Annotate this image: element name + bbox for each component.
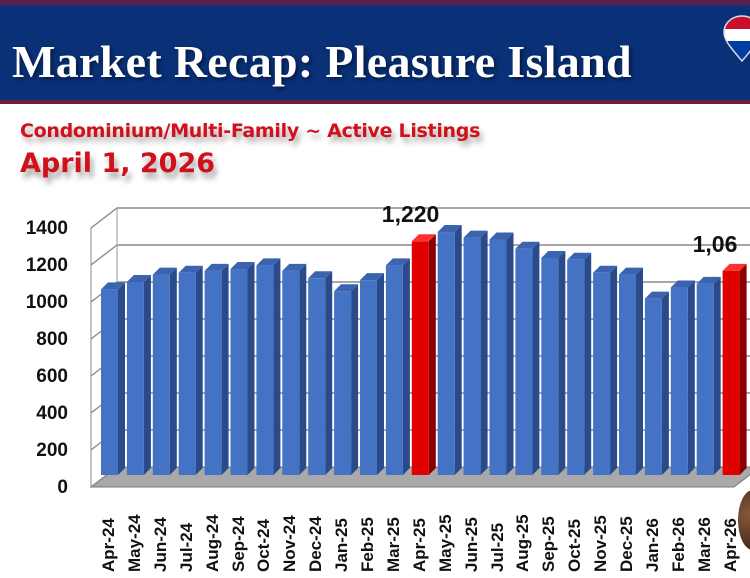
data-label: 1,220 xyxy=(381,201,440,228)
x-tick-label: Aug-25 xyxy=(513,514,533,572)
y-tick-label: 800 xyxy=(36,329,68,350)
bar-aug-24 xyxy=(204,270,222,475)
x-tick-label: Sep-25 xyxy=(539,516,559,572)
bar-jun-25 xyxy=(463,237,481,475)
x-tick-label: Jan-25 xyxy=(332,518,352,572)
bar-oct-25 xyxy=(567,259,585,475)
y-tick-label: 1000 xyxy=(25,292,68,313)
bar-may-25 xyxy=(437,232,455,475)
x-tick-label: May-25 xyxy=(435,514,455,572)
bar-apr-26 xyxy=(722,270,740,475)
bar-jul-25 xyxy=(489,239,507,475)
y-tick-label: 1400 xyxy=(25,218,68,239)
x-tick-label: Jul-24 xyxy=(176,522,196,572)
page-title: Market Recap: Pleasure Island xyxy=(12,36,632,87)
chart-subtitle: Condominium/Multi-Family ~ Active Listin… xyxy=(20,120,481,142)
bar-dec-24 xyxy=(308,278,326,475)
x-tick-label: Dec-25 xyxy=(617,516,636,572)
bar-apr-25 xyxy=(411,241,429,475)
y-tick-label: 200 xyxy=(36,440,68,461)
bar-mar-25 xyxy=(385,265,403,475)
bar-oct-24 xyxy=(256,265,274,475)
bar-aug-25 xyxy=(515,248,533,475)
x-tick-label: Oct-25 xyxy=(565,519,585,572)
y-tick-label: 400 xyxy=(36,403,68,424)
data-label: 1,06 xyxy=(692,230,738,257)
x-tick-label: Sep-24 xyxy=(228,516,248,572)
y-tick-label: 600 xyxy=(36,366,68,387)
bar-apr-24 xyxy=(101,289,118,475)
bar-sep-25 xyxy=(541,257,559,475)
y-tick-label: 1200 xyxy=(25,255,68,276)
x-tick-label: Nov-25 xyxy=(591,515,611,572)
x-tick-label: Apr-24 xyxy=(99,518,118,572)
bar-jun-24 xyxy=(152,274,170,475)
header-banner: Market Recap: Pleasure Island xyxy=(0,0,750,104)
x-tick-label: Dec-24 xyxy=(306,516,326,572)
x-tick-label: Feb-26 xyxy=(668,517,688,572)
x-tick-label: Jun-25 xyxy=(461,517,481,572)
x-tick-label: Jun-24 xyxy=(150,517,170,572)
bar-feb-26 xyxy=(670,287,688,475)
report-date: April 1, 2026 xyxy=(20,148,216,179)
y-tick-label: 0 xyxy=(57,477,68,498)
x-tick-label: Nov-24 xyxy=(280,515,300,572)
x-tick-label: May-24 xyxy=(124,514,144,572)
x-tick-label: Mar-25 xyxy=(383,517,403,572)
bar-nov-24 xyxy=(282,270,300,475)
x-tick-label: Aug-24 xyxy=(202,514,222,572)
x-tick-label: Apr-25 xyxy=(409,518,429,572)
x-tick-label: Jul-25 xyxy=(487,522,507,572)
x-tick-label: Jan-26 xyxy=(642,518,662,572)
bar-jan-26 xyxy=(644,298,662,475)
bar-jan-25 xyxy=(334,291,352,475)
bar-nov-25 xyxy=(593,272,611,475)
x-tick-label: Mar-26 xyxy=(694,517,714,572)
x-tick-label: Feb-25 xyxy=(358,517,377,572)
bar-dec-25 xyxy=(619,274,636,475)
bar-feb-25 xyxy=(360,280,377,475)
bar-jul-24 xyxy=(178,272,196,475)
x-tick-label: Oct-24 xyxy=(254,519,274,572)
bar-sep-24 xyxy=(230,269,248,475)
bar-may-24 xyxy=(126,282,144,475)
agent-photo xyxy=(738,490,750,550)
bar-mar-26 xyxy=(696,283,714,475)
balloon-logo-icon xyxy=(723,15,750,63)
